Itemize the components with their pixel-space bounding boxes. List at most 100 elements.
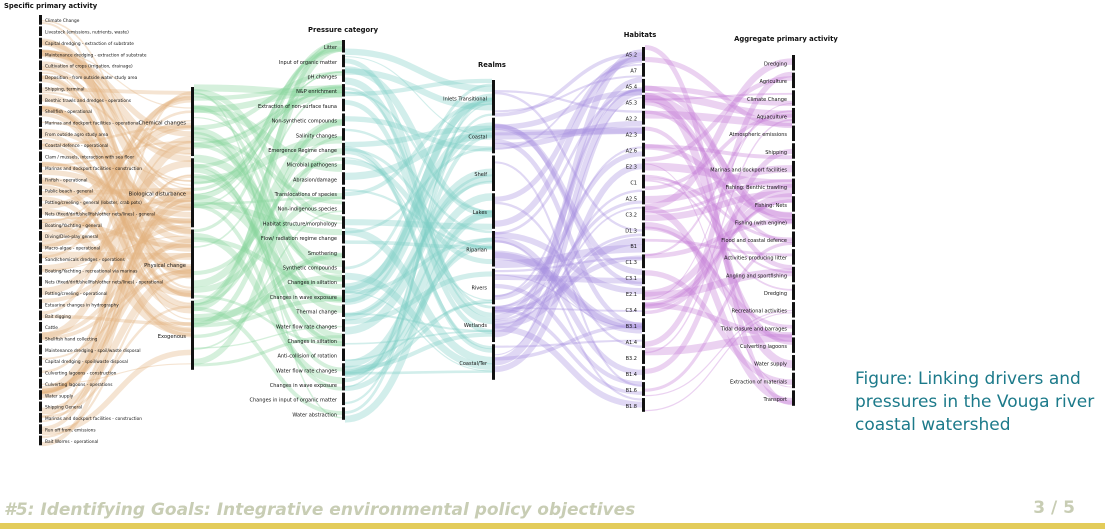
flow-link-1-46 bbox=[193, 93, 343, 281]
node-labels: Climate Change Livestock (emissions, nutr… bbox=[45, 18, 788, 445]
flow-link-1-29 bbox=[193, 306, 343, 416]
flow-link-4-23 bbox=[644, 113, 793, 191]
flow-link-3-27 bbox=[494, 325, 643, 408]
flow-link-0-51 bbox=[41, 305, 192, 419]
flow-link-0-41 bbox=[41, 96, 192, 238]
flow-link-0-74 bbox=[41, 72, 192, 182]
flow-link-0-40 bbox=[41, 93, 192, 235]
flow-link-4-14 bbox=[644, 333, 793, 356]
node-bar-2-9 bbox=[342, 172, 345, 185]
node-bar-4-9 bbox=[642, 190, 645, 205]
flow-link-3-42 bbox=[494, 52, 643, 117]
flow-link-4-34 bbox=[644, 92, 793, 368]
node-bar-4-22 bbox=[642, 398, 645, 412]
flow-link-2-11 bbox=[344, 188, 493, 248]
node-bar-4-17 bbox=[642, 318, 645, 333]
figure-caption: Figure: Linking drivers and pressures in… bbox=[855, 369, 1095, 435]
node-bar-0-10 bbox=[39, 128, 42, 139]
node-bar-0-25 bbox=[39, 299, 42, 309]
node-label-5-4: Atmospheric emissions bbox=[729, 132, 787, 138]
node-bar-5-15 bbox=[792, 319, 795, 336]
flow-link-4-15 bbox=[644, 163, 793, 388]
node-bar-0-8 bbox=[39, 105, 42, 116]
flow-link-0-49 bbox=[41, 128, 192, 212]
flow-link-4-36 bbox=[644, 148, 793, 374]
flow-link-0-57 bbox=[41, 269, 192, 341]
flow-link-3-40 bbox=[494, 161, 643, 387]
flow-link-1-16 bbox=[193, 40, 343, 233]
flow-link-3-20 bbox=[494, 163, 643, 373]
flow-link-3-25 bbox=[494, 91, 643, 232]
node-label-5-3: Aquaculture bbox=[757, 115, 787, 121]
node-label-5-14: Recreational activities bbox=[732, 309, 788, 315]
flow-link-1-30 bbox=[193, 85, 343, 185]
node-bar-2-16 bbox=[342, 275, 345, 288]
flow-link-0-27 bbox=[41, 61, 192, 162]
node-bar-3-3 bbox=[492, 193, 495, 229]
node-label-0-25: Estuarine changes in hydrography bbox=[45, 302, 119, 308]
node-bar-4-10 bbox=[642, 206, 645, 221]
node-bar-3-4 bbox=[492, 231, 495, 267]
flow-link-0-20 bbox=[41, 68, 192, 320]
flow-link-3-16 bbox=[494, 89, 643, 113]
flow-link-2-5 bbox=[344, 159, 493, 265]
flow-link-2-20 bbox=[344, 146, 493, 353]
node-label-5-16: Culverting lagoons bbox=[740, 344, 787, 350]
node-label-2-8: Microbial pathogens bbox=[286, 163, 337, 169]
flow-links bbox=[41, 19, 793, 447]
node-label-2-7: Emergence Regime change bbox=[268, 148, 337, 154]
node-label-4-1: A7 bbox=[630, 69, 637, 75]
flow-link-3-4 bbox=[494, 87, 643, 366]
node-bar-4-2 bbox=[642, 78, 645, 93]
flow-link-0-33 bbox=[41, 222, 192, 337]
node-label-0-13: Marinas and dockport facilities - constr… bbox=[45, 166, 142, 172]
flow-link-2-28 bbox=[344, 272, 493, 371]
node-bar-0-4 bbox=[39, 60, 42, 71]
flow-link-3-22 bbox=[494, 63, 643, 150]
node-bar-0-19 bbox=[39, 231, 42, 241]
flow-link-0-28 bbox=[41, 208, 192, 297]
flow-link-0-53 bbox=[41, 161, 192, 225]
flow-link-0-0 bbox=[41, 218, 192, 249]
flow-link-0-11 bbox=[41, 50, 192, 137]
flow-link-3-0 bbox=[494, 339, 643, 348]
flow-link-2-36 bbox=[344, 370, 493, 375]
node-label-0-5: Deposition - from outside water study ar… bbox=[45, 75, 138, 81]
flow-link-2-3 bbox=[344, 174, 493, 335]
flow-link-4-7 bbox=[644, 94, 793, 221]
node-bar-4-7 bbox=[642, 158, 645, 173]
flow-link-1-4 bbox=[193, 137, 343, 205]
flow-link-3-29 bbox=[494, 237, 643, 376]
flow-link-1-12 bbox=[193, 71, 343, 195]
node-label-4-8: C1 bbox=[630, 180, 637, 186]
flow-link-1-17 bbox=[193, 40, 343, 305]
flow-link-1-21 bbox=[193, 87, 343, 113]
node-label-2-25: Water abstraction bbox=[292, 412, 337, 418]
flow-link-1-11 bbox=[193, 156, 343, 276]
flow-link-1-19 bbox=[193, 45, 343, 201]
flow-link-1-24 bbox=[193, 135, 343, 184]
flow-link-2-38 bbox=[344, 97, 493, 294]
flow-link-0-67 bbox=[41, 141, 192, 395]
flow-link-2-29 bbox=[344, 83, 493, 270]
flow-link-3-12 bbox=[494, 55, 643, 202]
flow-link-2-12 bbox=[344, 219, 493, 230]
flow-link-3-28 bbox=[494, 49, 643, 338]
node-bar-5-3 bbox=[792, 107, 795, 124]
node-bar-2-11 bbox=[342, 201, 345, 215]
flow-link-2-48 bbox=[344, 301, 493, 361]
flow-link-3-24 bbox=[494, 120, 643, 149]
flow-link-1-48 bbox=[193, 84, 343, 169]
node-bar-4-8 bbox=[642, 174, 645, 189]
flow-link-0-42 bbox=[41, 106, 192, 295]
node-label-3-3: Lakes bbox=[473, 210, 488, 216]
flow-link-3-30 bbox=[494, 307, 643, 395]
flow-link-0-45 bbox=[41, 121, 192, 182]
node-label-0-22: Boating/Yachting - recreational via mari… bbox=[45, 268, 138, 274]
flow-link-0-72 bbox=[41, 40, 192, 198]
flow-link-4-16 bbox=[644, 165, 793, 204]
flow-link-4-39 bbox=[644, 309, 793, 397]
node-label-0-32: Culverting lagoons - operations bbox=[45, 382, 113, 388]
node-bar-4-4 bbox=[642, 110, 645, 125]
node-bar-2-7 bbox=[342, 142, 345, 156]
